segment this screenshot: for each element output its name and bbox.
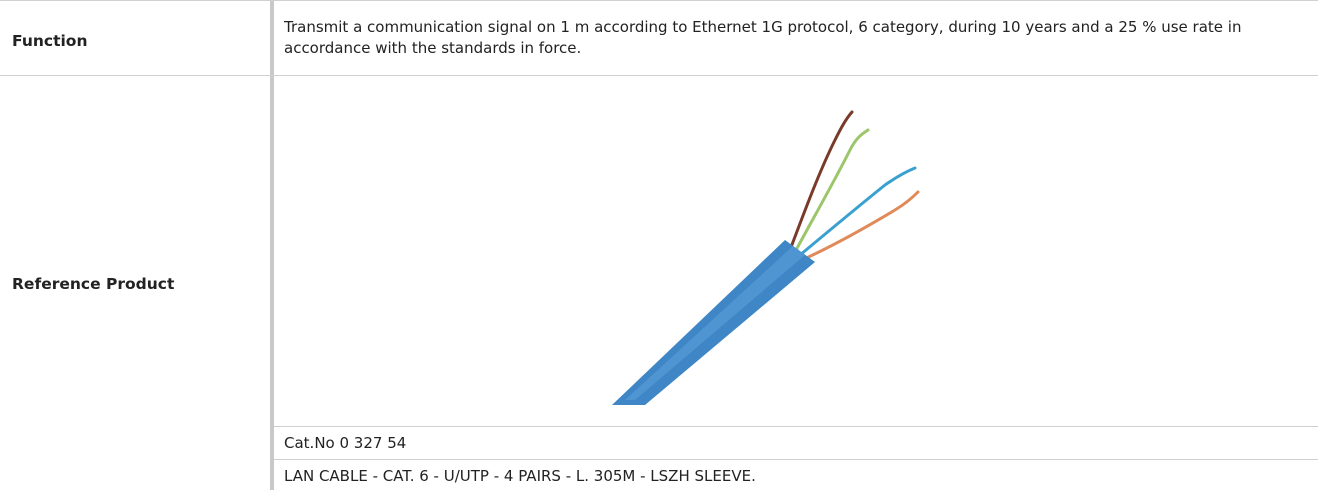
row-border	[0, 75, 1318, 76]
column-divider	[270, 0, 274, 490]
cell-text: LAN CABLE - CAT. 6 - U/UTP - 4 PAIRS - L…	[284, 466, 1314, 487]
product-image	[590, 100, 950, 410]
row-label: Reference Product	[12, 275, 174, 293]
row-border	[274, 426, 1318, 427]
page: Function Transmit a communication signal…	[0, 0, 1318, 490]
cell-text: Cat.No 0 327 54	[284, 433, 1314, 454]
row-border	[0, 0, 1318, 1]
row-border	[274, 459, 1318, 460]
row-label: Function	[12, 32, 87, 50]
cell-text: Transmit a communication signal on 1 m a…	[284, 17, 1314, 59]
